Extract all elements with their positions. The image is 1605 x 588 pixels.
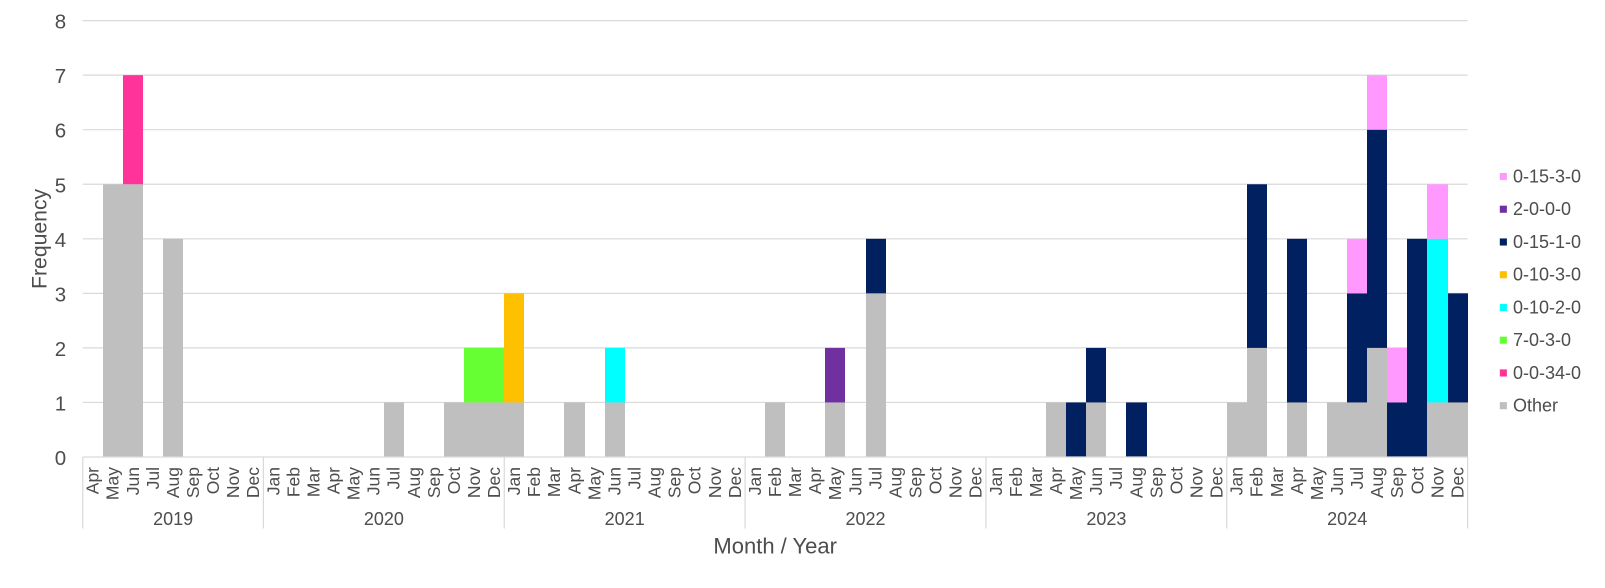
svg-text:Oct: Oct	[685, 467, 705, 494]
svg-text:Apr: Apr	[805, 467, 825, 494]
svg-text:Aug: Aug	[163, 467, 183, 498]
svg-text:0: 0	[55, 447, 66, 470]
svg-text:0-10-2-0: 0-10-2-0	[1513, 297, 1581, 317]
svg-text:Jun: Jun	[1086, 467, 1106, 495]
svg-text:Oct: Oct	[203, 467, 223, 494]
svg-text:Other: Other	[1513, 396, 1558, 416]
svg-text:Apr: Apr	[83, 467, 103, 494]
svg-text:2023: 2023	[1086, 509, 1126, 529]
svg-text:2022: 2022	[846, 509, 886, 529]
svg-text:Nov: Nov	[946, 467, 966, 498]
svg-text:8: 8	[55, 11, 66, 34]
svg-text:Jun: Jun	[845, 467, 865, 495]
svg-text:Oct: Oct	[926, 467, 946, 494]
svg-text:Aug: Aug	[645, 467, 665, 498]
svg-text:Oct: Oct	[444, 467, 464, 494]
svg-text:Apr: Apr	[1287, 467, 1307, 494]
svg-text:Apr: Apr	[323, 467, 343, 494]
svg-text:Jul: Jul	[1106, 467, 1126, 489]
svg-text:Apr: Apr	[564, 467, 584, 494]
svg-text:Sep: Sep	[1387, 467, 1407, 498]
svg-text:Jun: Jun	[123, 467, 143, 495]
svg-text:Jan: Jan	[1227, 467, 1247, 495]
svg-text:5: 5	[55, 174, 66, 197]
svg-text:Jan: Jan	[504, 467, 524, 495]
svg-text:Feb: Feb	[1006, 467, 1026, 497]
svg-text:Jun: Jun	[1327, 467, 1347, 495]
svg-text:Nov: Nov	[705, 467, 725, 498]
svg-text:2-0-0-0: 2-0-0-0	[1513, 199, 1571, 219]
svg-text:Dec: Dec	[1207, 467, 1227, 498]
svg-text:6: 6	[55, 120, 66, 143]
svg-text:Dec: Dec	[1447, 467, 1467, 498]
svg-text:Nov: Nov	[464, 467, 484, 498]
svg-text:Jul: Jul	[143, 467, 163, 489]
svg-text:Nov: Nov	[223, 467, 243, 498]
svg-text:Sep: Sep	[665, 467, 685, 498]
svg-text:2020: 2020	[364, 509, 404, 529]
svg-text:Jan: Jan	[986, 467, 1006, 495]
svg-text:Feb: Feb	[1247, 467, 1267, 497]
svg-text:May: May	[1066, 467, 1086, 500]
svg-text:Jun: Jun	[604, 467, 624, 495]
svg-text:0-15-3-0: 0-15-3-0	[1513, 167, 1581, 187]
svg-text:Jul: Jul	[625, 467, 645, 489]
svg-text:Jul: Jul	[384, 467, 404, 489]
svg-text:1: 1	[55, 392, 66, 415]
svg-text:Aug: Aug	[1126, 467, 1146, 498]
svg-text:Nov: Nov	[1427, 467, 1447, 498]
svg-text:Month / Year: Month / Year	[713, 534, 837, 559]
svg-text:Jan: Jan	[745, 467, 765, 495]
svg-text:Sep: Sep	[183, 467, 203, 498]
svg-text:3: 3	[55, 283, 66, 306]
svg-text:Dec: Dec	[725, 467, 745, 498]
svg-text:Mar: Mar	[1026, 467, 1046, 497]
svg-text:Jan: Jan	[263, 467, 283, 495]
svg-text:Mar: Mar	[303, 467, 323, 497]
svg-text:Jun: Jun	[364, 467, 384, 495]
svg-text:Dec: Dec	[484, 467, 504, 498]
svg-text:7-0-3-0: 7-0-3-0	[1513, 330, 1571, 350]
svg-text:2024: 2024	[1327, 509, 1367, 529]
svg-text:Oct: Oct	[1166, 467, 1186, 494]
svg-text:Mar: Mar	[544, 467, 564, 497]
svg-text:Aug: Aug	[1367, 467, 1387, 498]
svg-text:0-10-3-0: 0-10-3-0	[1513, 265, 1581, 285]
svg-text:May: May	[584, 467, 604, 500]
svg-text:May: May	[825, 467, 845, 500]
svg-text:Jul: Jul	[865, 467, 885, 489]
svg-text:Dec: Dec	[243, 467, 263, 498]
svg-text:Aug: Aug	[885, 467, 905, 498]
svg-text:Feb: Feb	[283, 467, 303, 497]
svg-text:Feb: Feb	[524, 467, 544, 497]
svg-text:2021: 2021	[605, 509, 645, 529]
svg-text:Jul: Jul	[1347, 467, 1367, 489]
svg-text:Sep: Sep	[1146, 467, 1166, 498]
svg-text:Apr: Apr	[1046, 467, 1066, 494]
svg-text:Sep: Sep	[906, 467, 926, 498]
svg-text:May: May	[1307, 467, 1327, 500]
svg-text:Oct: Oct	[1407, 467, 1427, 494]
svg-text:Mar: Mar	[785, 467, 805, 497]
svg-text:Frequency: Frequency	[28, 188, 51, 289]
svg-text:4: 4	[55, 229, 66, 252]
svg-text:0-0-34-0: 0-0-34-0	[1513, 363, 1581, 383]
svg-text:May: May	[344, 467, 364, 500]
svg-text:2: 2	[55, 338, 66, 361]
svg-text:Mar: Mar	[1267, 467, 1287, 497]
svg-text:Aug: Aug	[404, 467, 424, 498]
svg-text:0-15-1-0: 0-15-1-0	[1513, 232, 1581, 252]
svg-text:Dec: Dec	[966, 467, 986, 498]
svg-text:Sep: Sep	[424, 467, 444, 498]
svg-text:May: May	[103, 467, 123, 500]
svg-text:7: 7	[55, 65, 66, 88]
svg-text:Feb: Feb	[765, 467, 785, 497]
svg-text:Nov: Nov	[1186, 467, 1206, 498]
svg-text:2019: 2019	[153, 509, 193, 529]
